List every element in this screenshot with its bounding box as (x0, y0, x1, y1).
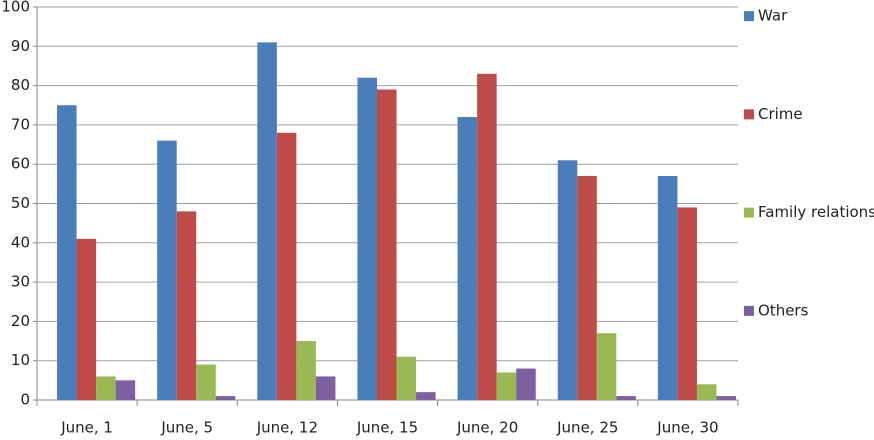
y-tick-label: 80 (11, 76, 30, 94)
bar (176, 211, 197, 400)
legend-swatch (744, 109, 754, 120)
bar (57, 105, 77, 400)
y-tick-label: 30 (11, 273, 30, 291)
y-tick-label: 20 (11, 312, 30, 330)
x-tick-label: June, 15 (356, 419, 418, 437)
bar (396, 356, 417, 400)
bar (596, 333, 617, 400)
bar (696, 384, 717, 400)
legend-swatch (744, 11, 754, 22)
bar (315, 376, 336, 400)
legend-label: War (758, 7, 788, 25)
legend-swatch (744, 207, 754, 218)
y-tick-label: 50 (11, 194, 30, 212)
x-tick-label: June, 12 (256, 419, 318, 437)
bar (557, 160, 578, 400)
bar (296, 341, 316, 400)
bar (516, 368, 536, 400)
bar (276, 132, 297, 400)
y-tick-label: 70 (11, 115, 30, 133)
bar (257, 42, 277, 401)
bar (577, 175, 597, 400)
y-tick-label: 90 (11, 37, 30, 55)
bar (416, 392, 436, 400)
y-tick-label: 40 (11, 233, 30, 251)
x-tick-label: June, 1 (60, 419, 113, 437)
bar (716, 396, 736, 400)
x-tick-label: June, 20 (456, 419, 518, 437)
bar (157, 140, 177, 400)
bar (677, 207, 697, 400)
y-tick-label: 10 (11, 351, 30, 369)
bar (477, 73, 497, 400)
y-tick-label: 60 (11, 155, 30, 173)
y-tick-label: 100 (1, 0, 30, 16)
bar (376, 89, 397, 400)
bar (76, 238, 97, 400)
bar (657, 175, 678, 400)
bar (96, 376, 116, 400)
legend-label: Crime (758, 105, 803, 123)
legend-label: Family relations (758, 203, 874, 221)
bar (457, 117, 478, 400)
x-tick-label: June, 25 (556, 419, 618, 437)
legend-swatch (744, 305, 754, 316)
y-tick-label: 0 (20, 391, 30, 409)
legend-label: Others (758, 301, 809, 319)
bar (115, 380, 136, 400)
x-tick-label: June, 5 (160, 419, 213, 437)
bar (357, 77, 377, 401)
bar (196, 364, 216, 400)
bar (496, 372, 517, 400)
x-tick-label: June, 30 (656, 419, 718, 437)
bar (215, 396, 236, 400)
bar (616, 396, 636, 400)
